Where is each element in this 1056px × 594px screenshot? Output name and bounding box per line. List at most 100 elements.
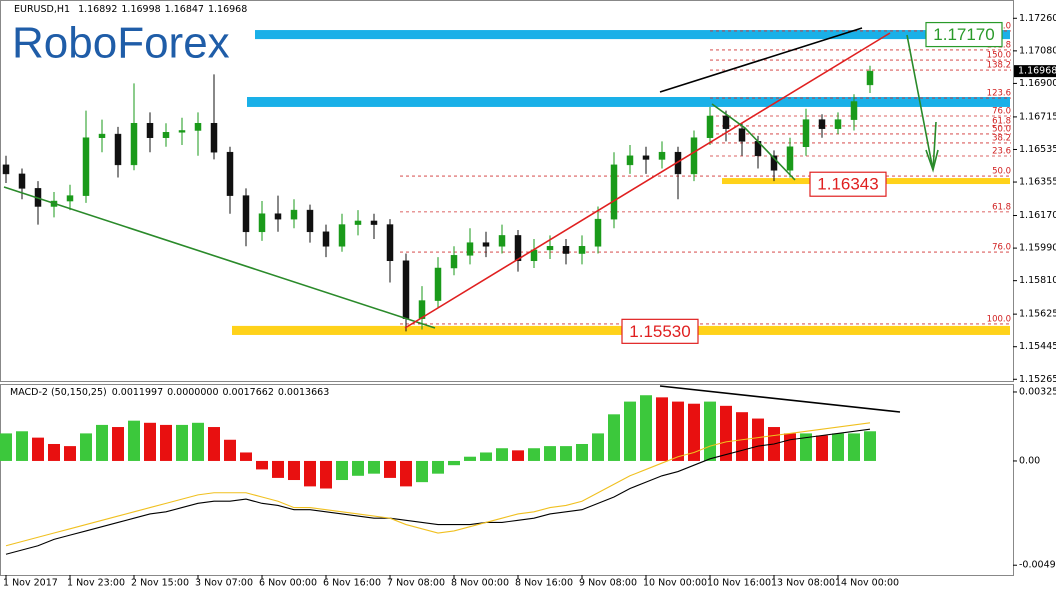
histogram-bar — [848, 433, 860, 461]
candle-body — [466, 242, 474, 256]
trend-line — [659, 385, 901, 413]
candle-body — [274, 213, 282, 220]
y-tick-label: -0.004918 — [1019, 560, 1056, 571]
zone — [232, 325, 1010, 335]
y-tick-label: 1.15265 — [1019, 374, 1056, 385]
candle-body — [386, 224, 394, 262]
candle-body — [18, 173, 26, 189]
fib-label: 76.0 — [992, 107, 1011, 117]
candle-body — [98, 133, 106, 138]
histogram-bar — [864, 431, 876, 461]
price-callout-label: 1.17170 — [933, 25, 994, 44]
histogram-bar — [592, 433, 604, 461]
drawings — [3, 27, 939, 413]
logo: RoboForex — [12, 19, 230, 68]
histogram-bar — [752, 418, 764, 461]
price-callout-label: 1.16343 — [817, 175, 878, 194]
x-tick-label: 8 Nov 16:00 — [515, 578, 573, 589]
histogram-bar — [368, 460, 380, 474]
histogram-bar — [224, 439, 236, 461]
y-tick-label: 1.15810 — [1019, 275, 1056, 286]
candle-body — [818, 119, 826, 129]
candle-body — [498, 235, 506, 247]
y-tick-label: 1.17080 — [1019, 45, 1056, 56]
histogram-bar — [64, 446, 76, 461]
histogram-bar — [128, 420, 140, 461]
price-callout — [621, 318, 699, 344]
indicator-line — [5, 422, 871, 547]
candle-body — [226, 151, 234, 196]
candle-body — [146, 122, 154, 138]
histogram-bar — [352, 460, 364, 476]
candle-body — [578, 246, 586, 254]
y-tick-label: 1.16170 — [1019, 210, 1056, 221]
histogram-bar — [32, 437, 44, 461]
histogram-bar — [832, 433, 844, 461]
fib-label: 61.8 — [992, 116, 1011, 126]
histogram-bar — [816, 435, 828, 461]
fib-label: 0.0 — [997, 21, 1011, 31]
y-tick-label: 1.16355 — [1019, 177, 1056, 188]
fib-label: 150.0 — [987, 51, 1011, 61]
candle-body — [546, 246, 554, 251]
y-tick-label: 0.00 — [1019, 455, 1040, 466]
x-tick-label: 10 Nov 16:00 — [707, 578, 771, 589]
histogram-bar — [704, 401, 716, 461]
candle-body — [594, 218, 602, 247]
candle-body — [370, 220, 378, 225]
histogram-bar — [144, 422, 156, 461]
y-tick-label: 1.16535 — [1019, 144, 1056, 155]
readout: 0.0013663 — [278, 387, 329, 398]
histogram-bar — [624, 401, 636, 461]
ohlc-high: 1.16998 — [121, 4, 160, 15]
candle-body — [786, 146, 794, 171]
histogram-bar — [432, 460, 444, 474]
price-callout-label: 1.15530 — [629, 322, 690, 341]
zone — [255, 30, 1010, 40]
chart-header: EURUSD,H1 1.16892 1.16998 1.16847 1.16968 — [14, 4, 247, 15]
candle-body — [130, 122, 138, 166]
histogram-bar — [160, 424, 172, 461]
x-tick-label: 2 Nov 15:00 — [131, 578, 189, 589]
candle-body — [690, 137, 698, 175]
histogram-bar — [656, 397, 668, 461]
x-tick-label: 14 Nov 00:00 — [835, 578, 899, 589]
histogram-bar — [560, 446, 572, 461]
candle-body — [114, 133, 122, 166]
symbol: EURUSD,H1 — [14, 4, 70, 15]
indicator: MACD-2 (50,150,25) — [10, 387, 107, 398]
candle-body — [514, 235, 522, 262]
candle-body — [802, 119, 810, 148]
trend-line — [404, 32, 891, 329]
x-tick-label: 10 Nov 00:00 — [643, 578, 707, 589]
histogram-bar — [512, 450, 524, 461]
x-tick-label: 6 Nov 16:00 — [323, 578, 381, 589]
histogram-bar — [640, 395, 652, 461]
candle-body — [2, 164, 10, 175]
candle-body — [242, 195, 250, 233]
histogram-bar — [240, 452, 252, 461]
x-tick-label: 3 Nov 07:00 — [195, 578, 253, 589]
histogram-bar — [0, 433, 12, 461]
x-tick-label: 8 Nov 00:00 — [451, 578, 509, 589]
histogram-bar — [336, 460, 348, 481]
histogram-bar — [496, 448, 508, 461]
candle-body — [834, 119, 842, 129]
histogram-bar — [176, 424, 188, 461]
histogram-bar — [304, 460, 316, 487]
candle-body — [450, 255, 458, 269]
candle-body — [66, 195, 74, 202]
price-callout — [809, 171, 887, 197]
candle-body — [562, 246, 570, 254]
candle-body — [482, 242, 490, 247]
fib-label: 138.2 — [987, 61, 1011, 71]
histogram-bar — [464, 456, 476, 461]
candle-body — [82, 137, 90, 196]
histogram-bar — [320, 460, 332, 489]
fib-label: 23.6 — [992, 146, 1011, 156]
fib-label: 50.0 — [992, 167, 1011, 177]
pattern-line — [711, 103, 796, 181]
candle-body — [626, 155, 634, 166]
histogram-bar — [448, 460, 460, 466]
